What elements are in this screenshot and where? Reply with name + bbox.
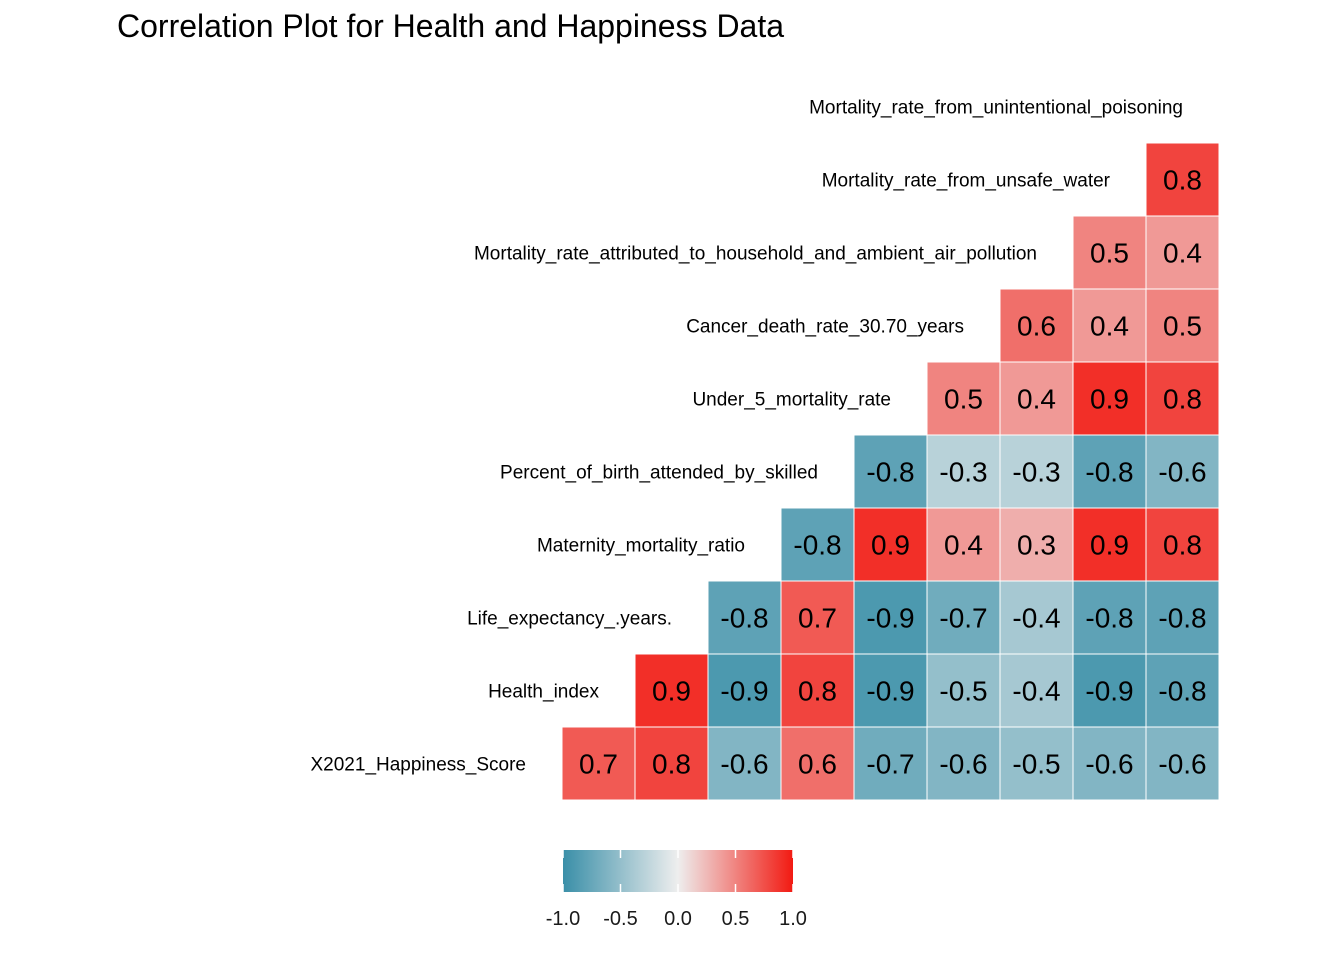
heatmap-cell bbox=[1145, 361, 1220, 436]
cell-value-label: -0.3 bbox=[939, 457, 987, 488]
cell-value-label: -0.4 bbox=[1012, 676, 1060, 707]
heatmap-cells: 0.7 0.8 -0.6 0.6 -0.7 -0.6 -0.5 -0.6 -0.6 0.9 -0.9… bbox=[561, 142, 1220, 801]
variable-label: X2021_Happiness_Score bbox=[311, 755, 527, 776]
cell-value-label: -0.7 bbox=[866, 749, 914, 780]
variable-label: Percent_of_birth_attended_by_skilled bbox=[500, 463, 818, 484]
cell-value-label: 0.6 bbox=[1017, 311, 1056, 342]
heatmap-cell bbox=[1145, 726, 1220, 801]
cell-value-label: 0.7 bbox=[798, 603, 837, 634]
cell-value-label: -0.8 bbox=[866, 457, 914, 488]
cell-value-label: -0.9 bbox=[720, 676, 768, 707]
heatmap-cell bbox=[999, 434, 1074, 509]
heatmap-cell bbox=[707, 653, 782, 728]
heatmap-cell bbox=[707, 726, 782, 801]
heatmap-cell bbox=[1145, 507, 1220, 582]
variable-label: Cancer_death_rate_30.70_years bbox=[686, 317, 964, 338]
cell-value-label: 0.8 bbox=[1163, 530, 1202, 561]
legend-tick-label: -0.5 bbox=[603, 908, 637, 930]
cell-value-label: 0.6 bbox=[798, 749, 837, 780]
cell-value-label: -0.6 bbox=[1158, 749, 1206, 780]
cell-value-label: 0.3 bbox=[1017, 530, 1056, 561]
cell-value-label: -0.8 bbox=[793, 530, 841, 561]
variable-labels: X2021_Happiness_Score Health_index Life_ex… bbox=[311, 98, 1184, 776]
cell-value-label: 0.9 bbox=[1090, 530, 1129, 561]
heatmap-cell bbox=[926, 653, 1001, 728]
heatmap-cell bbox=[1072, 580, 1147, 655]
cell-value-label: 0.4 bbox=[1163, 238, 1202, 269]
cell-value-label: 0.5 bbox=[1163, 311, 1202, 342]
heatmap-cell bbox=[1072, 434, 1147, 509]
cell-value-label: -0.9 bbox=[866, 603, 914, 634]
cell-value-label: -0.6 bbox=[720, 749, 768, 780]
cell-value-label: -0.9 bbox=[1085, 676, 1133, 707]
cell-value-label: -0.8 bbox=[1158, 676, 1206, 707]
heatmap-cell bbox=[853, 726, 928, 801]
chart-title: Correlation Plot for Health and Happines… bbox=[117, 8, 785, 44]
cell-value-label: 0.4 bbox=[944, 530, 983, 561]
heatmap-cell bbox=[926, 580, 1001, 655]
cell-value-label: 0.5 bbox=[1090, 238, 1129, 269]
cell-value-label: 0.9 bbox=[1090, 384, 1129, 415]
cell-value-label: -0.8 bbox=[1085, 603, 1133, 634]
legend-tick-label: -1.0 bbox=[546, 908, 580, 930]
heatmap-cell bbox=[926, 726, 1001, 801]
heatmap-cell bbox=[1072, 215, 1147, 290]
legend-tick-label: 1.0 bbox=[779, 908, 807, 930]
cell-value-label: 0.5 bbox=[944, 384, 983, 415]
cell-value-label: 0.8 bbox=[1163, 384, 1202, 415]
heatmap-cell bbox=[1072, 288, 1147, 363]
heatmap-cell bbox=[1072, 653, 1147, 728]
heatmap-cell bbox=[1072, 361, 1147, 436]
legend-tick-label: 0.0 bbox=[664, 908, 692, 930]
color-legend: -1.0 -0.5 0.0 0.5 1.0 bbox=[546, 850, 807, 930]
legend-tick-label: 0.5 bbox=[722, 908, 750, 930]
heatmap-cell bbox=[561, 726, 636, 801]
cell-value-label: 0.8 bbox=[652, 749, 691, 780]
cell-value-label: -0.4 bbox=[1012, 603, 1060, 634]
heatmap-cell bbox=[780, 507, 855, 582]
variable-label: Under_5_mortality_rate bbox=[692, 390, 891, 411]
cell-value-label: -0.9 bbox=[866, 676, 914, 707]
cell-value-label: -0.6 bbox=[1158, 457, 1206, 488]
heatmap-cell bbox=[1072, 726, 1147, 801]
cell-value-label: 0.4 bbox=[1090, 311, 1129, 342]
cell-value-label: 0.9 bbox=[871, 530, 910, 561]
heatmap-cell bbox=[926, 361, 1001, 436]
variable-label: Health_index bbox=[488, 682, 599, 703]
heatmap-cell bbox=[1145, 142, 1220, 217]
variable-label: Maternity_mortality_ratio bbox=[537, 536, 745, 557]
variable-label: Mortality_rate_from_unintentional_poison… bbox=[809, 98, 1183, 119]
variable-label: Life_expectancy_.years. bbox=[467, 609, 672, 630]
heatmap-cell bbox=[999, 288, 1074, 363]
cell-value-label: 0.4 bbox=[1017, 384, 1056, 415]
cell-value-label: -0.6 bbox=[939, 749, 987, 780]
cell-value-label: -0.8 bbox=[720, 603, 768, 634]
heatmap-cell bbox=[999, 361, 1074, 436]
heatmap-cell bbox=[707, 580, 782, 655]
cell-value-label: -0.5 bbox=[1012, 749, 1060, 780]
heatmap-cell bbox=[853, 434, 928, 509]
cell-value-label: -0.5 bbox=[939, 676, 987, 707]
cell-value-label: -0.7 bbox=[939, 603, 987, 634]
heatmap-cell bbox=[1072, 507, 1147, 582]
variable-label: Mortality_rate_from_unsafe_water bbox=[822, 171, 1111, 192]
cell-value-label: -0.3 bbox=[1012, 457, 1060, 488]
cell-value-label: 0.8 bbox=[798, 676, 837, 707]
variable-label: Mortality_rate_attributed_to_household_a… bbox=[474, 244, 1037, 265]
heatmap-cell bbox=[1145, 653, 1220, 728]
cell-value-label: -0.8 bbox=[1085, 457, 1133, 488]
cell-value-label: 0.9 bbox=[652, 676, 691, 707]
cell-value-label: 0.7 bbox=[579, 749, 618, 780]
cell-value-label: -0.6 bbox=[1085, 749, 1133, 780]
cell-value-label: 0.8 bbox=[1163, 165, 1202, 196]
cell-value-label: -0.8 bbox=[1158, 603, 1206, 634]
